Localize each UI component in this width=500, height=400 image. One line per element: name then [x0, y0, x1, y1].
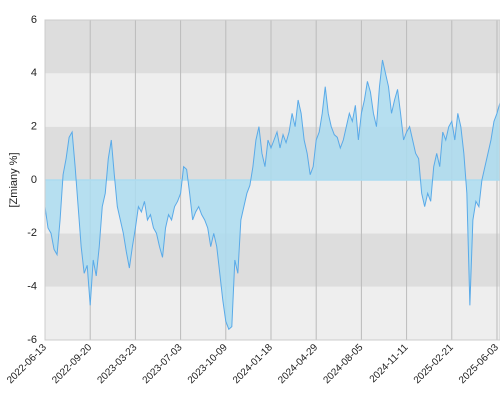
y-tick-label: 6 — [31, 14, 37, 26]
x-tick-label: 2022-06-13 — [5, 342, 49, 386]
x-tick-label: 2024-01-18 — [231, 342, 275, 386]
x-tick-label: 2024-04-29 — [276, 342, 320, 386]
plot-border — [44, 19, 500, 341]
area — [45, 60, 500, 330]
background-band — [45, 73, 500, 127]
y-axis-label: [Zmiany %] — [8, 152, 20, 207]
x-tick-label: 2023-10-09 — [186, 342, 230, 386]
line — [44, 59, 500, 331]
x-tick-label: 2024-11-11 — [368, 342, 411, 385]
x-tick-label: 2024-08-05 — [321, 342, 365, 386]
y-tick-label: -6 — [27, 334, 37, 346]
x-tick-label: 2023-07-03 — [141, 342, 185, 386]
y-tick-label: 0 — [31, 174, 37, 186]
background-band — [45, 286, 500, 340]
x-tick-label: 2023-03-23 — [95, 342, 139, 386]
background-band — [45, 233, 500, 287]
y-tick-label: -4 — [27, 281, 37, 293]
x-tick-label: 2022-09-20 — [50, 342, 94, 386]
x-tick-label: 2025-02-21 — [412, 342, 456, 386]
background-band — [45, 20, 500, 74]
y-tick-label: -2 — [27, 227, 37, 239]
y-tick-label: 4 — [31, 67, 37, 79]
y-tick-label: 2 — [31, 121, 37, 133]
x-tick-label: 2025-06-03 — [457, 342, 500, 386]
